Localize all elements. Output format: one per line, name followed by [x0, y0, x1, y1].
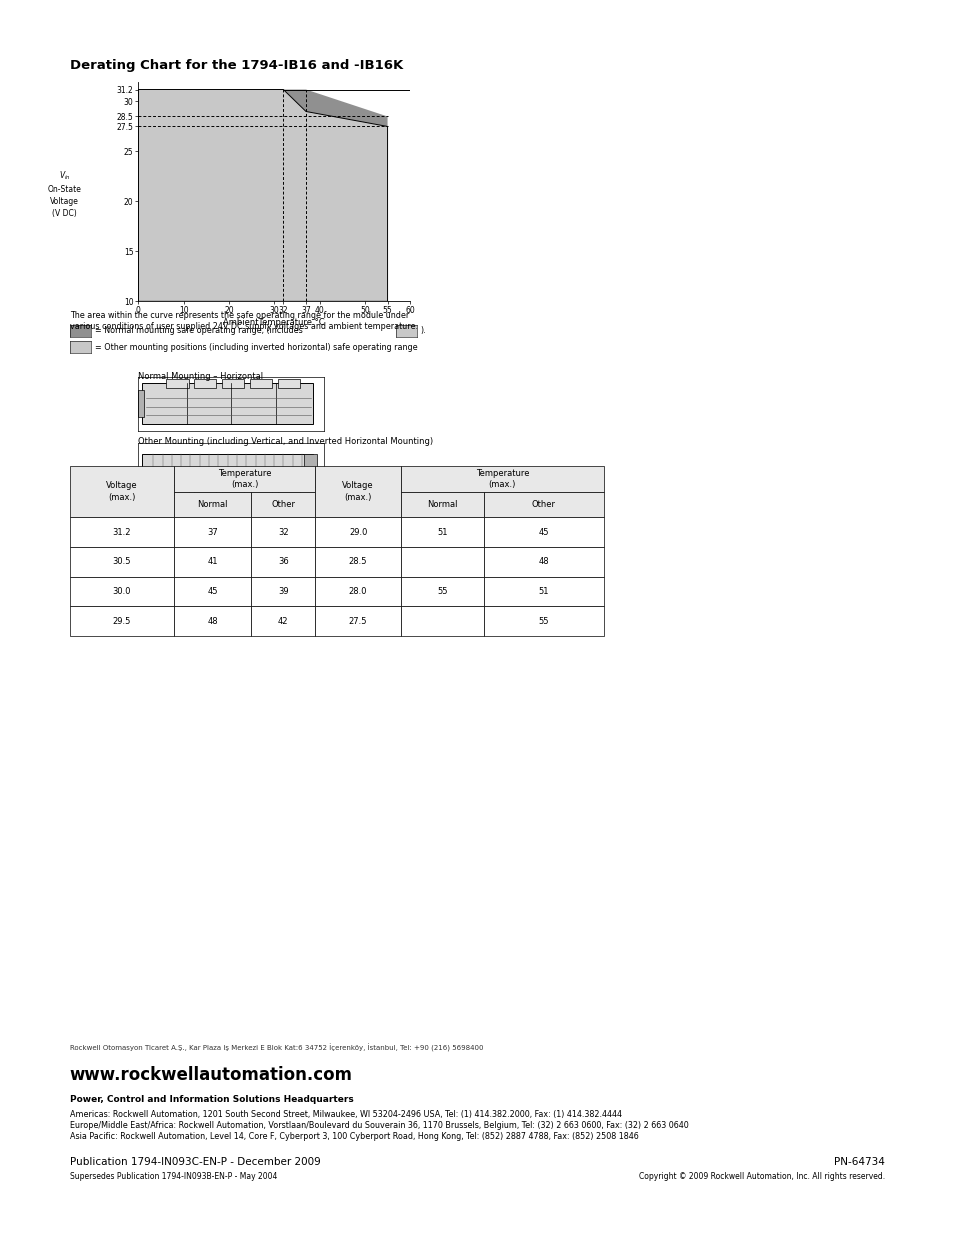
Bar — [173, 606, 251, 636]
Text: Asia Pacific: Rockwell Automation, Level 14, Core F, Cyberport 3, 100 Cyberport : Asia Pacific: Rockwell Automation, Level… — [70, 1132, 638, 1141]
Bar — [315, 547, 400, 577]
Text: 41: 41 — [207, 557, 217, 567]
Bar — [70, 606, 173, 636]
Text: Derating Chart for the 1794-IB16 and -IB16K: Derating Chart for the 1794-IB16 and -IB… — [70, 59, 402, 73]
Bar — [400, 547, 483, 577]
Text: Copyright © 2009 Rockwell Automation, Inc. All rights reserved.: Copyright © 2009 Rockwell Automation, In… — [639, 1172, 884, 1181]
Bar — [277, 379, 300, 388]
Bar — [400, 466, 603, 492]
Bar — [173, 492, 251, 517]
Text: 45: 45 — [537, 527, 549, 537]
Bar — [222, 379, 244, 388]
Text: Power, Control and Information Solutions Headquarters: Power, Control and Information Solutions… — [70, 1095, 353, 1104]
Bar — [400, 606, 483, 636]
Text: Voltage
(max.): Voltage (max.) — [342, 482, 374, 501]
Bar — [483, 606, 603, 636]
Text: 55: 55 — [436, 587, 447, 597]
Text: 48: 48 — [207, 616, 217, 626]
Bar — [250, 379, 272, 388]
Text: 29.5: 29.5 — [112, 616, 131, 626]
Text: 51: 51 — [436, 527, 447, 537]
Text: Other: Other — [531, 500, 556, 509]
Text: Normal Mounting – Horizontal: Normal Mounting – Horizontal — [138, 372, 263, 380]
Bar — [166, 379, 189, 388]
Text: 28.0: 28.0 — [349, 587, 367, 597]
Text: Supersedes Publication 1794-IN093B-EN-P - May 2004: Supersedes Publication 1794-IN093B-EN-P … — [70, 1172, 276, 1181]
X-axis label: AmbientTemperature °C: AmbientTemperature °C — [223, 317, 325, 327]
Text: Normal: Normal — [197, 500, 228, 509]
Bar — [70, 517, 173, 547]
Text: various conditions of user supplied 24V DC supply voltages and ambient temperatu: various conditions of user supplied 24V … — [70, 322, 417, 331]
Bar — [251, 517, 315, 547]
Text: 31.2: 31.2 — [112, 527, 131, 537]
Bar — [251, 547, 315, 577]
Bar — [483, 577, 603, 606]
Text: Rockwell Otomasyon Ticaret A.Ş., Kar Plaza Iş Merkezi E Blok Kat:6 34752 İçerenk: Rockwell Otomasyon Ticaret A.Ş., Kar Pla… — [70, 1044, 482, 1052]
Text: PN-64734: PN-64734 — [834, 1157, 884, 1167]
Bar — [277, 485, 300, 495]
Bar — [315, 606, 400, 636]
Text: = Other mounting positions (including inverted horizontal) safe operating range: = Other mounting positions (including in… — [95, 342, 417, 352]
Bar — [250, 485, 272, 495]
Text: Temperature
(max.): Temperature (max.) — [217, 468, 271, 489]
Text: Europe/Middle East/Africa: Rockwell Automation, Vorstlaan/Boulevard du Souverain: Europe/Middle East/Africa: Rockwell Auto… — [70, 1121, 688, 1130]
Text: The area within the curve represents the safe operating range for the module und: The area within the curve represents the… — [70, 311, 409, 320]
Text: 37: 37 — [207, 527, 217, 537]
Bar — [166, 485, 189, 495]
Bar — [315, 466, 400, 517]
Text: Publication 1794-IN093C-EN-P - December 2009: Publication 1794-IN093C-EN-P - December … — [70, 1157, 320, 1167]
Text: Temperature
(max.): Temperature (max.) — [476, 468, 529, 489]
Bar — [173, 577, 251, 606]
Bar — [142, 454, 313, 487]
Bar — [70, 577, 173, 606]
Bar — [173, 547, 251, 577]
Text: 55: 55 — [537, 616, 549, 626]
Bar — [400, 492, 483, 517]
Bar — [483, 517, 603, 547]
Text: 29.0: 29.0 — [349, 527, 367, 537]
Polygon shape — [283, 89, 387, 126]
Bar — [70, 466, 173, 517]
Bar — [315, 577, 400, 606]
Text: Americas: Rockwell Automation, 1201 South Second Street, Milwaukee, WI 53204-249: Americas: Rockwell Automation, 1201 Sout… — [70, 1110, 621, 1119]
Bar — [142, 383, 313, 425]
Bar — [304, 454, 316, 487]
Text: ).: ). — [420, 326, 426, 336]
Text: 45: 45 — [207, 587, 217, 597]
Bar — [400, 517, 483, 547]
Text: 30.5: 30.5 — [112, 557, 131, 567]
Text: = Normal mounting safe operating range, (includes: = Normal mounting safe operating range, … — [95, 326, 303, 336]
Bar — [483, 492, 603, 517]
Bar — [222, 485, 244, 495]
Bar — [251, 577, 315, 606]
Bar — [138, 390, 144, 417]
Text: www.rockwellautomation.com: www.rockwellautomation.com — [70, 1066, 353, 1084]
Bar — [251, 606, 315, 636]
Bar — [70, 547, 173, 577]
Text: 36: 36 — [277, 557, 289, 567]
Text: 48: 48 — [537, 557, 549, 567]
Bar — [251, 492, 315, 517]
Text: 42: 42 — [277, 616, 289, 626]
Bar — [194, 379, 216, 388]
Bar — [194, 485, 216, 495]
Bar — [173, 517, 251, 547]
Bar — [400, 577, 483, 606]
Text: 32: 32 — [277, 527, 289, 537]
Text: 30.0: 30.0 — [112, 587, 131, 597]
Text: 39: 39 — [277, 587, 289, 597]
Polygon shape — [138, 89, 387, 301]
Text: 28.5: 28.5 — [349, 557, 367, 567]
Text: 27.5: 27.5 — [349, 616, 367, 626]
Text: $V_{in}$
On-State
Voltage
(V DC): $V_{in}$ On-State Voltage (V DC) — [48, 170, 82, 217]
Bar — [173, 466, 315, 492]
Bar — [483, 547, 603, 577]
Bar — [315, 517, 400, 547]
Text: Voltage
(max.): Voltage (max.) — [106, 482, 137, 501]
Text: Normal: Normal — [427, 500, 457, 509]
Text: Other: Other — [271, 500, 295, 509]
Text: Other Mounting (including Vertical, and Inverted Horizontal Mounting): Other Mounting (including Vertical, and … — [138, 437, 433, 446]
Text: 51: 51 — [537, 587, 549, 597]
